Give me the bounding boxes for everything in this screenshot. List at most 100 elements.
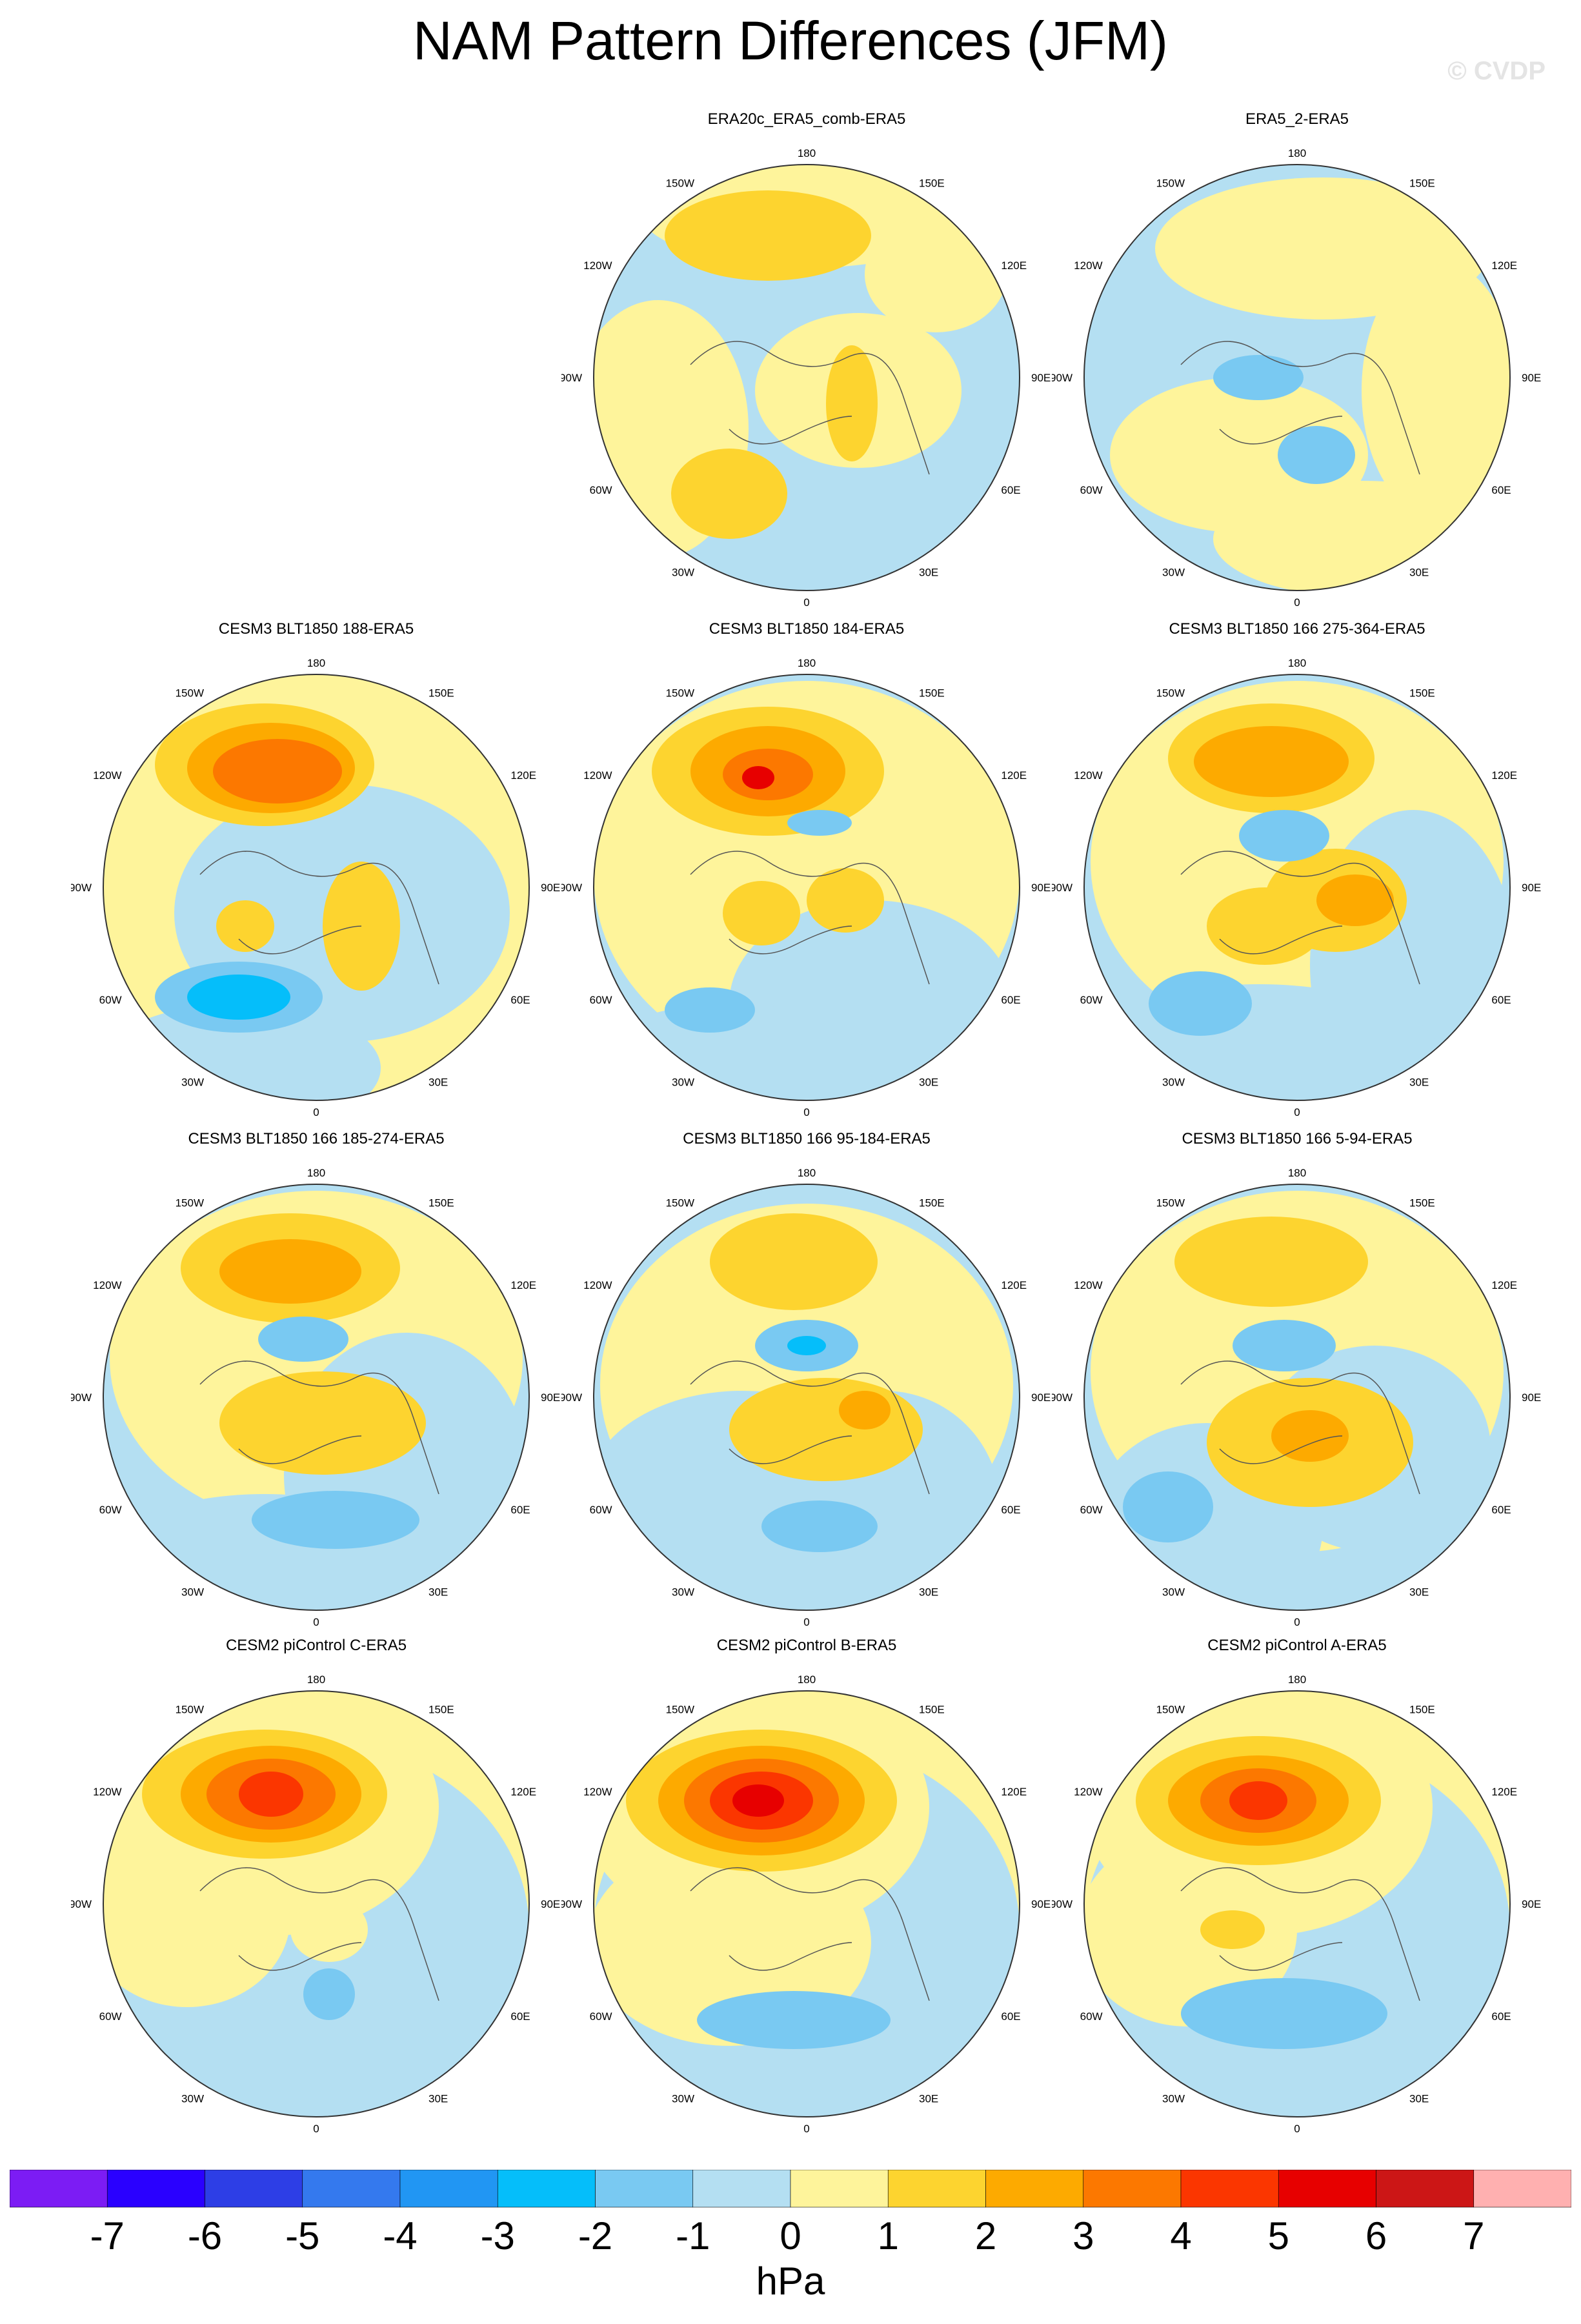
longitude-label: 30W [181, 1586, 204, 1598]
colorbar-swatch [692, 2170, 791, 2208]
longitude-label: 180 [798, 1167, 816, 1179]
longitude-label: 60W [99, 1504, 122, 1516]
contour-fill [742, 766, 774, 789]
colorbar-swatch [302, 2170, 401, 2208]
longitude-label: 120E [510, 1279, 536, 1291]
longitude-label: 30E [428, 1076, 448, 1088]
coastline [1180, 851, 1420, 985]
polar-map: 180 150E 120E 90E 60E 30E 0 30W 60W 90W 120W 150W [561, 657, 1051, 1118]
longitude-label: 150W [176, 1197, 204, 1209]
colorbar-swatch [595, 2170, 694, 2208]
contour-fill [213, 739, 342, 803]
longitude-label: 90W [561, 882, 582, 894]
contour-fill [216, 900, 274, 952]
longitude-label: 150E [919, 687, 945, 700]
longitude-label: 30E [428, 1586, 448, 1598]
coastline [729, 925, 852, 955]
map-border [103, 1690, 530, 2117]
coastline [690, 1867, 930, 2001]
map-panel: CESM3 BLT1850 166 185-274-ERA5 180 150E 12… [71, 1129, 561, 1633]
contour-fill [1213, 481, 1510, 591]
longitude-label: 0 [313, 2123, 319, 2135]
longitude-label: 150W [176, 1704, 204, 1716]
colorbar-swatch [1376, 2170, 1475, 2208]
longitude-label: 120W [583, 1786, 612, 1798]
longitude-label: 120E [1491, 769, 1517, 782]
longitude-label: 120W [583, 259, 612, 272]
longitude-label: 120E [1491, 259, 1517, 272]
contour-fill [787, 1336, 826, 1355]
longitude-label: 150E [919, 1197, 945, 1209]
longitude-label: 60W [1080, 2010, 1103, 2023]
longitude-label: 60E [510, 1504, 530, 1516]
colorbar-label: -1 [676, 2214, 710, 2258]
contour-fill [787, 810, 852, 836]
contour-fill [671, 449, 787, 539]
longitude-label: 120W [583, 769, 612, 782]
contour-fill [1316, 874, 1394, 926]
longitude-label: 0 [803, 1616, 809, 1628]
coastline [1219, 416, 1343, 445]
longitude-label: 150W [666, 177, 694, 190]
contour-fill [1084, 1833, 1297, 2026]
longitude-label: 180 [1288, 1673, 1306, 1686]
contour-fill [1213, 355, 1304, 400]
polar-map: 180 150E 120E 90E 60E 30E 0 30W 60W 90W 120W 150W [1052, 1167, 1541, 1628]
polar-map: 180 150E 120E 90E 60E 30E 0 30W 60W 90W 120W 150W [1052, 147, 1541, 609]
longitude-label: 150E [1409, 1704, 1435, 1716]
colorbar-label: -5 [285, 2214, 320, 2258]
colorbar-label: 1 [877, 2214, 899, 2258]
longitude-label: 90W [71, 1898, 92, 1910]
longitude-label: 60W [590, 2010, 612, 2023]
coastline [1219, 1942, 1343, 1971]
longitude-label: 120E [510, 769, 536, 782]
longitude-label: 150W [1156, 1197, 1185, 1209]
colorbar-swatch [399, 2170, 498, 2208]
coastline [238, 1942, 362, 1971]
longitude-label: 90W [1052, 372, 1072, 384]
colorbar-label: 7 [1463, 2214, 1485, 2258]
map-border [103, 674, 530, 1101]
contour-fill [865, 216, 1007, 332]
longitude-label: 150W [176, 687, 204, 700]
longitude-label: 30W [1162, 1076, 1185, 1088]
contour-fill [290, 1897, 368, 1962]
panel-title: ERA5_2-ERA5 [1245, 110, 1349, 128]
longitude-label: 150E [1409, 177, 1435, 190]
longitude-label: 60E [1001, 2010, 1020, 2023]
contour-fill [723, 881, 800, 945]
contour-fill [239, 1772, 303, 1817]
longitude-label: 60W [1080, 994, 1103, 1006]
longitude-label: 60E [1001, 1504, 1020, 1516]
longitude-label: 90E [1031, 372, 1051, 384]
longitude-label: 30E [919, 2092, 938, 2105]
map-panel: CESM2 piControl B-ERA5 180 150E 120E 90E 60E… [561, 1636, 1052, 2139]
longitude-label: 120W [1074, 1279, 1102, 1291]
coastline [1180, 1867, 1420, 2001]
contour-fill [1084, 984, 1439, 1100]
longitude-label: 0 [313, 1106, 319, 1118]
polar-map: 180 150E 120E 90E 60E 30E 0 30W 60W 90W 120W 150W [561, 1167, 1051, 1628]
longitude-label: 180 [798, 657, 816, 669]
longitude-label: 150W [1156, 177, 1185, 190]
colorbar-label: -3 [480, 2214, 515, 2258]
longitude-label: 120W [583, 1279, 612, 1291]
colorbar-label: 0 [780, 2214, 801, 2258]
panel-title: CESM3 BLT1850 166 5-94-ERA5 [1182, 1130, 1413, 1147]
longitude-label: 30E [919, 1586, 938, 1598]
colorbar-swatch [10, 2170, 108, 2208]
contour-fill [697, 1991, 891, 2049]
colorbar-swatch [205, 2170, 303, 2208]
longitude-label: 30W [672, 2092, 694, 2105]
longitude-label: 60W [590, 1504, 612, 1516]
longitude-label: 120E [1001, 259, 1027, 272]
coastline [1180, 341, 1420, 475]
longitude-label: 90E [1522, 1898, 1541, 1910]
longitude-label: 30W [672, 1586, 694, 1598]
longitude-label: 0 [313, 1616, 319, 1628]
contour-fill [807, 868, 884, 933]
coastline [1219, 1435, 1343, 1464]
longitude-label: 90E [541, 882, 560, 894]
colorbar-label: 5 [1267, 2214, 1289, 2258]
longitude-label: 150E [428, 1197, 454, 1209]
